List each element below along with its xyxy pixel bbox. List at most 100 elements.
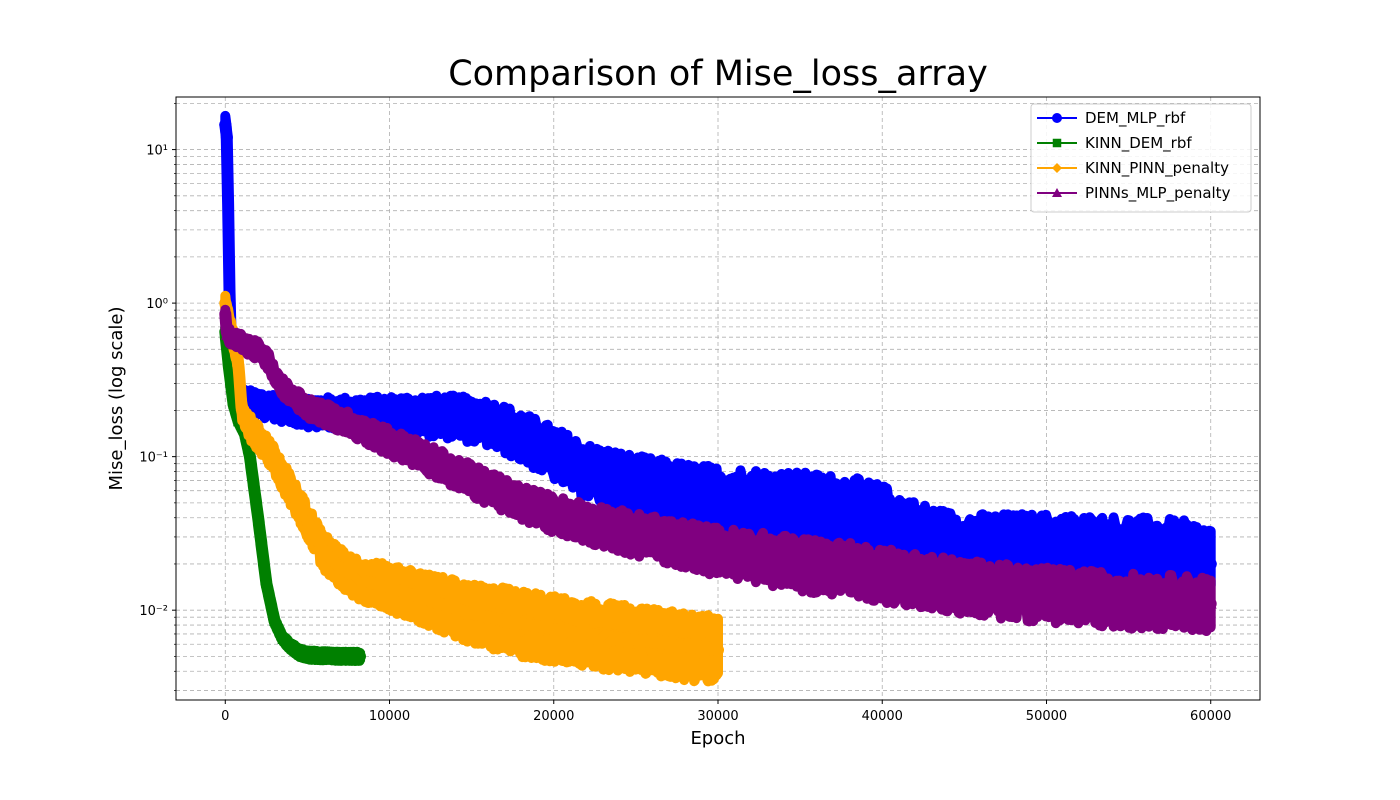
series-KINN_PINN_penalty [219, 290, 724, 687]
data-point [285, 641, 297, 652]
data-point [679, 489, 692, 502]
data-point [629, 479, 642, 492]
data-point [227, 333, 240, 345]
data-point [334, 561, 347, 574]
legend-box [1030, 103, 1252, 213]
data-point [317, 545, 330, 558]
data-point [974, 545, 987, 558]
data-point [416, 592, 429, 605]
data-point [547, 508, 560, 520]
data-point [235, 336, 248, 348]
data-point [383, 435, 396, 447]
data-point [318, 650, 329, 661]
data-point [416, 450, 429, 462]
data-point [909, 533, 922, 546]
data-point [269, 615, 280, 627]
data-point [876, 568, 889, 580]
data-point [220, 328, 233, 340]
data-point [252, 344, 265, 356]
data-point [679, 640, 692, 653]
data-point [268, 369, 281, 380]
data-point [465, 474, 478, 486]
data-point [514, 496, 527, 508]
series-band [220, 290, 723, 687]
data-point [235, 404, 248, 417]
data-point [354, 651, 366, 662]
x-tick-label: 0 [221, 709, 229, 724]
data-point [547, 447, 560, 460]
y-tick-label: 10¹ [146, 144, 168, 159]
data-point [958, 581, 971, 593]
data-point [547, 623, 560, 636]
chart-title: Comparison of Mise_loss_array [448, 54, 988, 94]
data-point [1040, 545, 1053, 558]
axis-ticks: 0 10000 20000 30000 40000 50000 60000 10⁻² 10⁻¹ 1… [139, 103, 1231, 724]
data-point [260, 441, 273, 454]
data-point [712, 545, 724, 557]
data-point [712, 644, 724, 657]
data-point [277, 633, 288, 645]
y-tick-label: 10⁰ [146, 297, 168, 312]
data-point [243, 421, 256, 434]
data-point [449, 411, 462, 424]
data-point [1122, 548, 1135, 561]
y-tick-label: 10⁻² [139, 604, 168, 619]
data-point [514, 617, 527, 630]
legend-marker [1052, 163, 1062, 173]
series-KINN_DEM_rbf [219, 325, 366, 666]
data-point [232, 358, 245, 371]
data-point [302, 649, 313, 661]
data-point [350, 421, 363, 433]
y-axis-label: Mise_loss (log scale) [106, 306, 127, 490]
data-point [794, 557, 807, 569]
data-point [223, 359, 234, 370]
data-point [712, 494, 724, 507]
x-tick-label: 10000 [369, 709, 410, 724]
data-point [629, 528, 642, 540]
legend-label: DEM_MLP_rbf [1085, 109, 1186, 128]
data-point [276, 469, 289, 482]
x-tick-label: 30000 [697, 709, 738, 724]
legend-marker [1052, 188, 1062, 197]
data-point [761, 499, 774, 512]
series-layer [219, 110, 1217, 687]
data-point [301, 515, 314, 528]
data-point [843, 508, 856, 521]
data-point [1204, 557, 1217, 570]
x-tick-label: 20000 [533, 709, 574, 724]
data-point [260, 351, 273, 363]
data-point [261, 578, 272, 589]
data-point [383, 581, 396, 594]
data-point [597, 629, 610, 642]
legend-marker [1052, 113, 1062, 123]
data-point [301, 401, 314, 412]
legend-label: KINN_PINN_penalty [1085, 159, 1229, 178]
data-point [646, 636, 659, 649]
data-point [244, 451, 256, 462]
legend-marker [1052, 138, 1062, 148]
data-point [268, 401, 281, 414]
x-tick-label: 40000 [862, 709, 903, 724]
data-point [465, 607, 478, 620]
data-point [580, 465, 593, 478]
data-point [482, 417, 495, 430]
data-point [876, 516, 889, 529]
data-point [1122, 594, 1135, 606]
data-point [220, 131, 233, 144]
data-point [350, 572, 363, 585]
data-point [253, 512, 264, 523]
data-point [222, 223, 235, 236]
data-point [941, 543, 954, 556]
legend-label: KINN_DEM_rbf [1085, 134, 1192, 153]
x-tick-label: 50000 [1026, 709, 1067, 724]
x-tick-label: 60000 [1190, 709, 1231, 724]
data-point [1040, 589, 1053, 601]
data-point [416, 409, 429, 422]
data-point [219, 307, 232, 319]
data-point [514, 430, 527, 443]
series-PINNs_MLP_penalty [219, 304, 1217, 636]
x-axis-label: Epoch [690, 728, 745, 749]
data-point [317, 407, 330, 419]
legend-label: PINNs_MLP_penalty [1085, 184, 1231, 203]
